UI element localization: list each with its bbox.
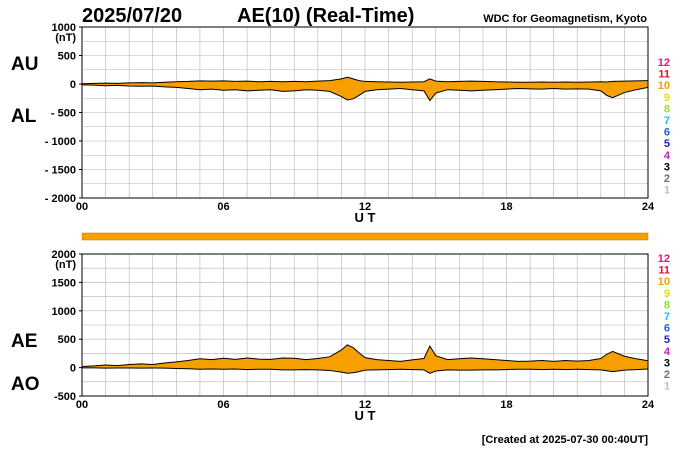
y-tick-label: 2000 [52, 249, 76, 261]
upper-index-line [81, 344, 649, 367]
station-count-label: 7 [664, 115, 670, 127]
station-count-label: 8 [664, 299, 670, 311]
x-tick-label: 00 [76, 201, 88, 213]
plot-date: 2025/07/20 [82, 5, 182, 27]
ae-ao-y-ticks: 2000 1500 1000 500 0 -500 [52, 249, 82, 403]
y-tick-label: - 500 [51, 108, 76, 120]
station-count-label: 11 [658, 265, 670, 277]
station-count-label: 5 [664, 334, 670, 346]
station-count-label: 2 [664, 369, 670, 381]
station-count-label: 6 [664, 127, 670, 139]
station-count-label: 4 [664, 150, 671, 162]
au-al-x-ticks: 00 06 12 18 24 [76, 201, 655, 213]
station-count-label: 5 [664, 138, 670, 150]
au-al-y-ticks: 1000 500 0 - 500 - 1000 - 1500 - 2000 [45, 22, 82, 205]
station-count-label: 10 [658, 80, 670, 92]
al-label: AL [11, 106, 37, 127]
y-tick-label: -500 [54, 391, 76, 403]
ae-ao-x-axis-label: U T [355, 408, 376, 423]
y-tick-label: - 1500 [45, 165, 76, 177]
lower-index-line [81, 84, 649, 102]
au-al-unit-label: (nT) [55, 32, 76, 44]
ae-ao-plot-frame [81, 253, 649, 397]
y-tick-label: 0 [70, 79, 76, 91]
x-tick-label: 24 [642, 399, 655, 411]
station-count-label: 12 [658, 253, 670, 265]
ae-ao-grid [82, 254, 648, 396]
y-tick-label: - 2000 [45, 193, 76, 205]
x-tick-label: 06 [217, 201, 229, 213]
x-tick-label: 18 [500, 399, 512, 411]
station-count-label: 3 [664, 161, 670, 173]
station-count-label: 3 [664, 357, 670, 369]
x-tick-label: 12 [359, 399, 371, 411]
created-timestamp: [Created at 2025-07-30 00:40UT] [482, 434, 649, 446]
x-tick-label: 12 [359, 201, 371, 213]
station-count-label: 4 [664, 346, 671, 358]
ao-label: AO [11, 374, 40, 395]
y-tick-label: - 1000 [45, 136, 76, 148]
ae-ao-unit-label: (nT) [55, 259, 76, 271]
organization-label: WDC for Geomagnetism, Kyoto [483, 13, 647, 25]
y-tick-label: 500 [58, 334, 76, 346]
station-count-label: 7 [664, 311, 670, 323]
station-count-label: 11 [658, 69, 670, 81]
station-count-label: 1 [664, 185, 670, 197]
station-count-label: 12 [658, 57, 670, 69]
au-al-x-axis-label: U T [355, 210, 376, 225]
ae-ao-area [81, 344, 649, 374]
y-tick-label: 1000 [52, 22, 76, 34]
au-al-grid [82, 27, 648, 198]
station-count-label: 9 [664, 288, 670, 300]
x-tick-label: 06 [217, 399, 229, 411]
y-tick-label: 0 [70, 363, 76, 375]
station-count-label: 1 [664, 381, 670, 393]
ae-status-bar [81, 232, 649, 241]
index-area-fill [82, 344, 648, 374]
station-count-label: 10 [658, 276, 670, 288]
y-tick-label: 500 [58, 51, 76, 63]
au-label: AU [11, 54, 38, 75]
lower-index-line [82, 367, 649, 374]
y-tick-label: 1000 [52, 306, 76, 318]
station-count-label: 8 [664, 103, 670, 115]
station-count-label: 2 [664, 173, 670, 185]
ae-label: AE [11, 331, 37, 352]
au-al-area [81, 76, 649, 102]
station-count-label: 9 [664, 92, 670, 104]
index-area-fill [82, 77, 648, 101]
station-count-label: 6 [664, 323, 670, 335]
upper-index-line [81, 76, 649, 85]
x-tick-label: 00 [76, 399, 88, 411]
x-tick-label: 24 [642, 201, 655, 213]
y-tick-label: 1500 [52, 277, 76, 289]
ae-ao-x-ticks: 00 06 12 18 24 [76, 399, 655, 411]
x-tick-label: 18 [500, 201, 512, 213]
plot-title: AE(10) (Real-Time) [237, 5, 414, 27]
